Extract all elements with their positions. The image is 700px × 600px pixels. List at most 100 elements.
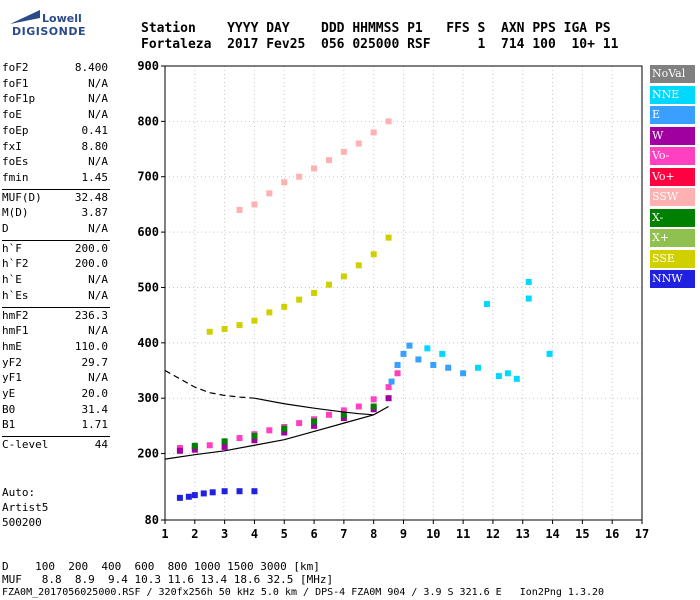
data-point [388, 378, 395, 385]
data-point [415, 356, 422, 363]
data-point [325, 281, 332, 288]
param-separator [2, 436, 110, 438]
data-point [206, 442, 213, 449]
series-group [424, 278, 553, 382]
data-point [370, 403, 377, 410]
data-point [296, 173, 303, 180]
param-separator [2, 188, 110, 190]
param-value: N/A [88, 92, 108, 106]
data-point [355, 403, 362, 410]
data-point [221, 488, 228, 495]
param-value: N/A [88, 222, 108, 235]
legend-item: W [650, 126, 695, 145]
data-point [400, 350, 407, 357]
data-point [340, 411, 347, 418]
data-point [394, 370, 401, 377]
param-name: M(D) [2, 206, 29, 220]
footer-file-row: FZA0M_2017056025000.RSF / 320fx256h 50 k… [2, 587, 605, 598]
param-value: N/A [88, 288, 108, 302]
data-point [191, 492, 198, 499]
data-point [191, 446, 198, 453]
param-value: 110.0 [74, 339, 108, 353]
param-name: foE [2, 108, 22, 122]
param-name: B1 [2, 418, 16, 432]
x-tick-label: 9 [400, 527, 407, 541]
x-tick-label: 15 [575, 527, 589, 541]
x-tick-label: 5 [281, 527, 288, 541]
data-point [340, 415, 347, 422]
data-point [251, 488, 258, 495]
param-name: foF2 [2, 61, 29, 74]
legend-item: NNW [650, 270, 695, 288]
param-value: N/A [88, 324, 108, 338]
legend-item: X- [650, 208, 695, 227]
y-tick-label: 200 [137, 447, 159, 461]
param-value: 32.48 [74, 190, 108, 204]
data-point [221, 443, 228, 450]
logo-text-lowell: Lowell [42, 12, 82, 25]
series-group [236, 118, 392, 213]
y-tick-label: 800 [137, 114, 159, 128]
param-value: 200.0 [74, 241, 108, 255]
x-tick-label: 12 [486, 527, 500, 541]
data-point [504, 370, 511, 377]
y-tick-label: 700 [137, 170, 159, 184]
param-name: h`Es [2, 288, 29, 302]
data-point [185, 493, 192, 500]
footer-muf-row: MUF 8.8 8.9 9.4 10.3 11.6 13.4 18.6 32.5… [2, 573, 334, 586]
param-name: hmF1 [2, 324, 29, 338]
x-tick-label: 6 [310, 527, 317, 541]
param-value: N/A [88, 108, 108, 122]
legend-item: Vo- [650, 147, 695, 165]
series-group [388, 342, 467, 385]
profile-line [164, 405, 389, 460]
data-point [206, 328, 213, 335]
data-point [311, 165, 318, 172]
param-name: fxI [2, 139, 22, 153]
data-point [546, 350, 553, 357]
y-tick-label: 500 [137, 280, 159, 294]
data-point [385, 395, 392, 402]
data-point [236, 206, 243, 213]
auto-label: Auto: [2, 486, 36, 499]
param-name: fmin [2, 170, 29, 184]
data-point [355, 262, 362, 269]
data-point [385, 384, 392, 391]
data-point [266, 309, 273, 316]
param-name: h`E [2, 273, 22, 287]
series-group [191, 403, 377, 449]
profile-line [254, 397, 374, 416]
y-tick-label: 400 [137, 336, 159, 350]
x-tick-label: 10 [426, 527, 440, 541]
data-point [200, 490, 207, 497]
legend-item: NNE [650, 85, 695, 104]
data-point [445, 364, 452, 371]
param-value: N/A [88, 76, 108, 90]
data-point [460, 370, 467, 377]
param-name: foF1p [2, 92, 36, 106]
param-name: foF1 [2, 76, 29, 90]
legend-item: X+ [650, 229, 695, 247]
y-tick-label: 300 [137, 391, 159, 405]
param-name: hmF2 [2, 308, 29, 322]
data-point [251, 201, 258, 208]
data-point [209, 489, 216, 496]
data-point [424, 345, 431, 352]
data-point [325, 411, 332, 418]
param-separator [2, 306, 110, 308]
param-value: 236.3 [74, 308, 108, 322]
auto-code: 500200 [2, 516, 42, 529]
param-name: hmE [2, 339, 22, 353]
data-point [251, 432, 258, 439]
param-value: 3.87 [81, 206, 109, 220]
data-point [281, 303, 288, 310]
x-tick-label: 14 [545, 527, 559, 541]
data-point [475, 364, 482, 371]
param-value: 8.400 [74, 61, 108, 74]
data-point [370, 251, 377, 258]
data-point [340, 148, 347, 155]
legend-item: SSE [650, 249, 695, 268]
data-point [221, 325, 228, 332]
data-point [311, 290, 318, 296]
param-value: N/A [88, 371, 108, 385]
